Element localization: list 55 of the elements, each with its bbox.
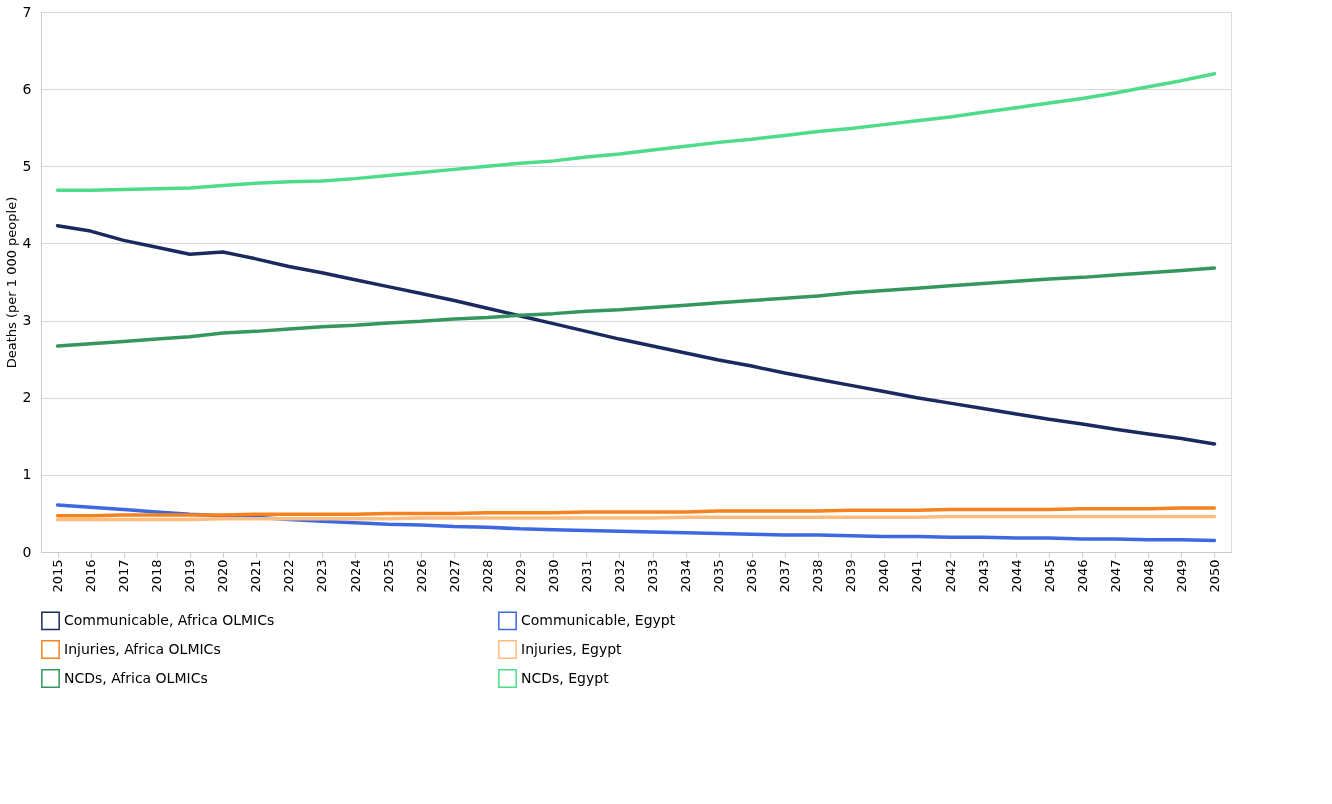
x-tick-label: 2031	[578, 559, 594, 593]
legend-label: Communicable, Egypt	[521, 611, 676, 628]
x-tick-label: 2029	[512, 559, 528, 593]
x-tick-label: 2023	[314, 559, 330, 593]
x-tick-label: 2040	[876, 559, 892, 593]
x-tick-label: 2044	[1008, 559, 1024, 593]
x-tick-label: 2020	[215, 559, 231, 593]
x-tick-label: 2025	[380, 559, 396, 593]
x-tick-label: 2019	[182, 559, 198, 593]
line-series	[55, 223, 1217, 446]
legend-label: Injuries, Egypt	[521, 640, 623, 657]
y-tick-label: 4	[22, 234, 32, 251]
x-tick-label: 2015	[50, 559, 66, 593]
legend-label: Injuries, Africa OLMICs	[64, 640, 221, 657]
y-tick-label: 3	[22, 312, 32, 329]
x-tick-label: 2045	[1041, 559, 1057, 593]
x-tick-label: 2034	[678, 559, 694, 593]
x-tick-label: 2026	[413, 559, 429, 593]
x-tick-label: 2027	[446, 559, 462, 593]
x-tick-label: 2048	[1140, 559, 1156, 593]
x-tick-label: 2032	[611, 559, 627, 593]
x-tick-label: 2047	[1107, 559, 1123, 593]
x-tick-label: 2042	[942, 559, 958, 593]
y-tick-label: 6	[22, 80, 32, 97]
y-tick-label: 7	[22, 3, 32, 20]
line-series	[55, 71, 1217, 192]
x-tick-label: 2046	[1074, 559, 1090, 593]
x-tick-label: 2036	[744, 559, 760, 593]
y-tick-label: 0	[22, 543, 32, 560]
line-series	[55, 506, 1217, 518]
x-tick-label: 2035	[711, 559, 727, 593]
x-tick-label: 2038	[810, 559, 826, 593]
y-axis-title: Deaths (per 1 000 people)	[3, 196, 19, 369]
x-tick-label: 2021	[248, 559, 264, 593]
x-tick-label: 2022	[281, 559, 297, 593]
y-tick-label: 5	[22, 157, 32, 174]
x-tick-label: 2041	[909, 559, 925, 593]
x-tick-label: 2043	[975, 559, 991, 593]
x-tick-label: 2028	[479, 559, 495, 593]
y-tick-label: 2	[22, 389, 32, 406]
y-tick-label: 1	[22, 466, 32, 483]
x-tick-label: 2017	[116, 559, 132, 593]
x-tick-label: 2049	[1173, 559, 1189, 593]
x-tick-label: 2016	[83, 559, 99, 593]
x-tick-label: 2039	[843, 559, 859, 593]
legend-label: NCDs, Africa OLMICs	[64, 669, 208, 686]
x-tick-label: 2030	[545, 559, 561, 593]
x-tick-label: 2024	[347, 559, 363, 593]
x-tick-label: 2050	[1206, 559, 1222, 593]
x-tick-label: 2037	[777, 559, 793, 593]
x-tick-label: 2033	[645, 559, 661, 593]
line-series	[55, 266, 1217, 348]
x-tick-label: 2018	[149, 559, 165, 593]
legend-label: Communicable, Africa OLMICs	[64, 611, 275, 628]
legend-label: NCDs, Egypt	[521, 669, 610, 686]
